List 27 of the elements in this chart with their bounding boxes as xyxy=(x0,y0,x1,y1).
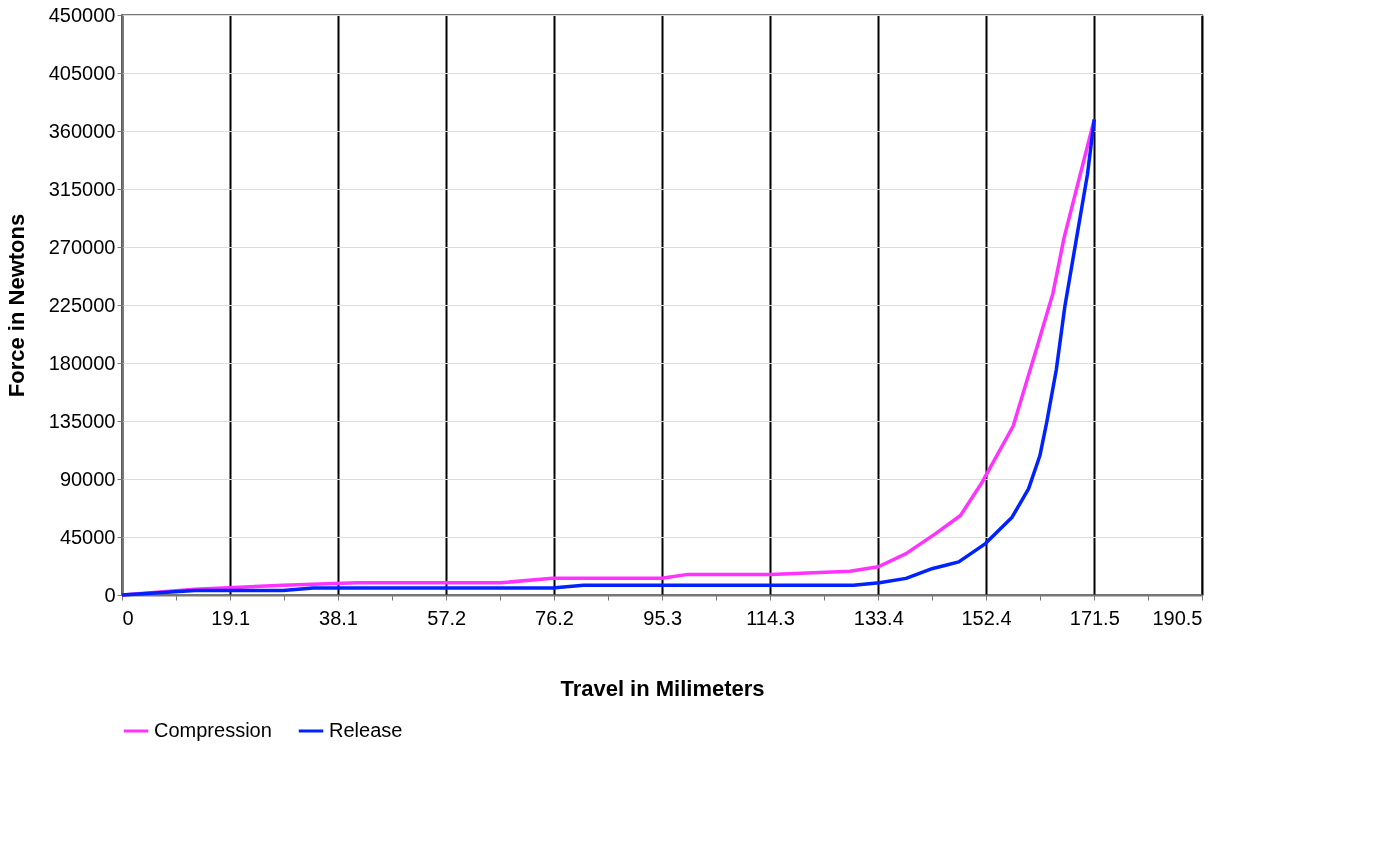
y-tick-label: 0 xyxy=(104,583,116,606)
x-tick-label: 57.2 xyxy=(427,606,467,629)
x-axis-title: Travel in Milimeters xyxy=(560,675,765,701)
y-tick-label: 405000 xyxy=(48,61,116,84)
y-tick-label: 135000 xyxy=(48,409,116,432)
line-series xyxy=(120,117,1097,597)
y-tick-label: 225000 xyxy=(48,293,116,316)
y-tick-label: 180000 xyxy=(48,351,116,374)
legend-label: Release xyxy=(329,719,403,741)
legend-label: Compression xyxy=(154,719,272,741)
x-tick-label: 171.5 xyxy=(1069,606,1120,629)
y-tick-label: 270000 xyxy=(48,235,116,258)
x-tick-label: 0 xyxy=(122,606,134,629)
y-tick-label: 360000 xyxy=(48,119,116,142)
x-tick-label: 114.3 xyxy=(746,606,795,629)
x-tick-label: 95.3 xyxy=(643,606,683,629)
y-tick-label: 315000 xyxy=(48,177,116,200)
x-tick-label: 133.4 xyxy=(853,606,904,629)
x-tick-label: 152.4 xyxy=(961,606,1012,629)
x-tick-label: 19.1 xyxy=(211,606,251,629)
y-tick-label: 450000 xyxy=(48,3,116,26)
x-tick-label: 76.2 xyxy=(535,606,574,629)
y-tick-label: 45000 xyxy=(59,525,116,548)
y-axis-title: Force in Newtons xyxy=(3,213,29,398)
x-tick-label: 38.1 xyxy=(319,606,358,629)
y-tick-label: 90000 xyxy=(59,467,116,490)
x-tick-label: 190.5 xyxy=(1152,606,1203,629)
